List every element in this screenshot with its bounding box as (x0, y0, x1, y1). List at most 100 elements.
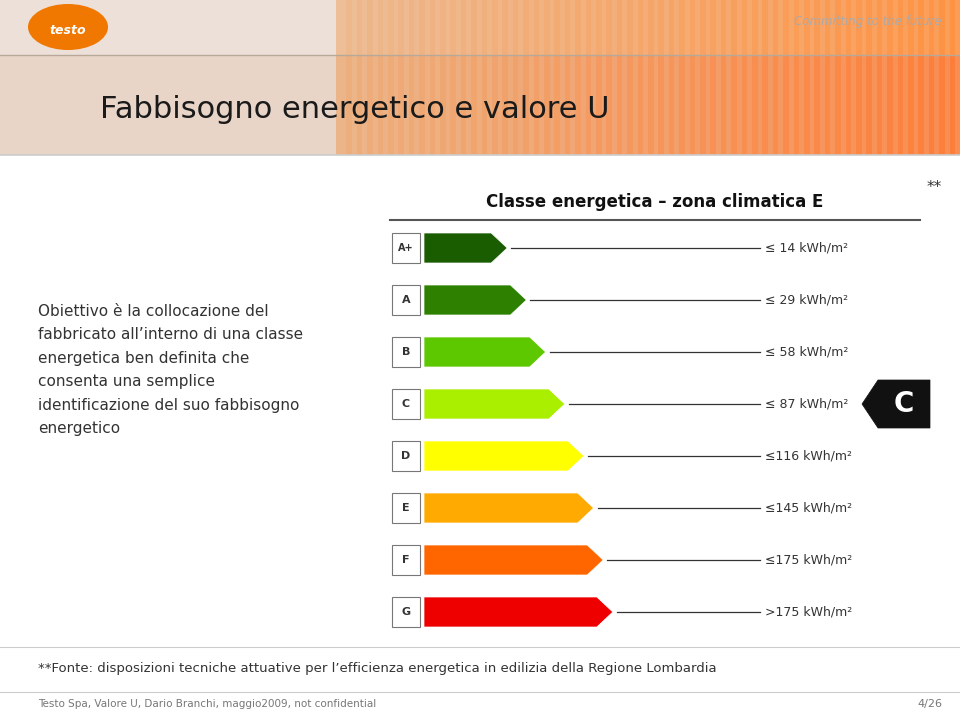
Bar (669, 55, 684, 155)
Bar (586, 0, 602, 55)
Text: C: C (402, 399, 410, 409)
Bar (659, 0, 674, 55)
Bar (908, 55, 924, 155)
Bar (794, 0, 809, 55)
Text: D: D (401, 451, 411, 461)
Bar (430, 55, 445, 155)
Text: A+: A+ (398, 243, 414, 253)
Bar (544, 0, 560, 55)
Bar (898, 0, 914, 55)
Bar (949, 55, 960, 155)
Bar (409, 0, 424, 55)
Bar (513, 0, 529, 55)
Bar (898, 55, 914, 155)
Bar (919, 0, 934, 55)
Bar (471, 0, 487, 55)
Text: ≤ 58 kWh/m²: ≤ 58 kWh/m² (765, 346, 849, 358)
Bar (814, 55, 830, 155)
Bar (773, 0, 789, 55)
Bar (523, 55, 540, 155)
Bar (876, 55, 893, 155)
Bar (534, 0, 549, 55)
Text: ≤ 14 kWh/m²: ≤ 14 kWh/m² (765, 242, 848, 255)
Bar (617, 0, 633, 55)
Bar (502, 0, 518, 55)
Bar (392, 441, 420, 471)
Bar (392, 597, 420, 627)
Polygon shape (424, 597, 612, 627)
Bar (544, 55, 560, 155)
Bar (564, 55, 581, 155)
Bar (409, 55, 424, 155)
Bar (732, 0, 747, 55)
Text: E: E (402, 503, 410, 513)
Bar (357, 0, 372, 55)
Bar (596, 0, 612, 55)
Bar (461, 55, 477, 155)
Bar (762, 55, 779, 155)
Bar (804, 0, 820, 55)
Bar (752, 55, 768, 155)
Bar (392, 285, 420, 315)
Bar (377, 55, 394, 155)
Bar (392, 545, 420, 575)
Bar (887, 0, 903, 55)
Bar (637, 0, 654, 55)
Bar (430, 0, 445, 55)
Bar (482, 0, 497, 55)
Bar (502, 55, 518, 155)
Bar (846, 55, 862, 155)
Bar (367, 55, 383, 155)
Bar (586, 55, 602, 155)
Bar (710, 0, 727, 55)
Bar (392, 493, 420, 523)
Bar (523, 0, 540, 55)
Bar (835, 0, 852, 55)
Polygon shape (424, 389, 564, 419)
Bar (627, 0, 643, 55)
Bar (814, 0, 830, 55)
Bar (866, 0, 882, 55)
Bar (866, 55, 882, 155)
Bar (420, 0, 435, 55)
Bar (919, 55, 934, 155)
Bar (637, 55, 654, 155)
Bar (949, 0, 960, 55)
Bar (575, 55, 591, 155)
Text: Committing to the future: Committing to the future (794, 16, 942, 29)
Text: ≤145 kWh/m²: ≤145 kWh/m² (765, 501, 852, 515)
Bar (752, 0, 768, 55)
Text: A: A (401, 295, 410, 305)
Bar (575, 0, 591, 55)
Polygon shape (424, 441, 584, 471)
Bar (783, 55, 799, 155)
Text: ≤175 kWh/m²: ≤175 kWh/m² (765, 554, 852, 566)
Bar (554, 55, 570, 155)
Text: ≤ 87 kWh/m²: ≤ 87 kWh/m² (765, 397, 849, 411)
Bar (440, 55, 456, 155)
Bar (710, 55, 727, 155)
Text: **Fonte: disposizioni tecniche attuative per l’efficienza energetica in edilizia: **Fonte: disposizioni tecniche attuative… (38, 662, 716, 675)
Bar (388, 55, 404, 155)
Bar (450, 55, 467, 155)
Bar (392, 233, 420, 263)
Bar (492, 0, 508, 55)
Ellipse shape (28, 4, 108, 50)
Bar (835, 55, 852, 155)
Text: Obiettivo è la collocazione del
fabbricato all’interno di una classe
energetica : Obiettivo è la collocazione del fabbrica… (38, 304, 303, 436)
Bar (700, 0, 716, 55)
Bar (659, 55, 674, 155)
Bar (347, 55, 362, 155)
Polygon shape (424, 545, 603, 575)
Bar (461, 0, 477, 55)
Bar (825, 55, 841, 155)
Text: ≤116 kWh/m²: ≤116 kWh/m² (765, 450, 852, 462)
Text: F: F (402, 555, 410, 565)
Text: Fabbisogno energetico e valore U: Fabbisogno energetico e valore U (100, 95, 610, 125)
Bar (804, 55, 820, 155)
Bar (336, 55, 352, 155)
Bar (377, 0, 394, 55)
Bar (357, 55, 372, 155)
Text: >175 kWh/m²: >175 kWh/m² (765, 605, 852, 619)
Bar (876, 0, 893, 55)
